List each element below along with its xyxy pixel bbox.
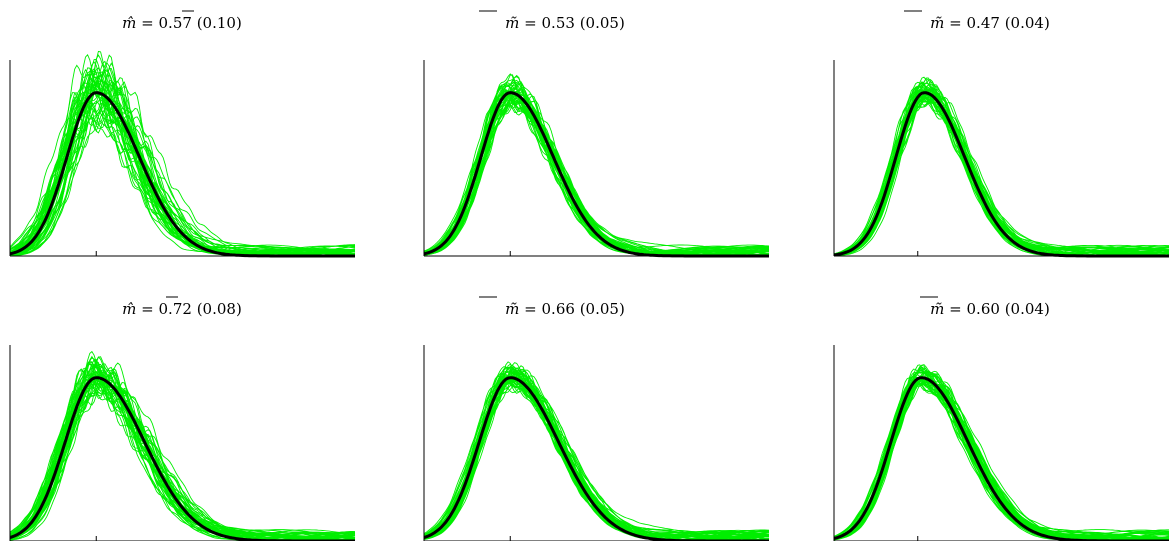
panel-2-title: m̃ = 0.53 (0.05)	[505, 14, 625, 32]
panel-4-replicate-curves	[9, 350, 356, 541]
panel-3: m̃ = 0.47 (0.04)	[833, 10, 1170, 258]
panel-1: m̂ = 0.57 (0.10)	[9, 10, 356, 258]
panel-2-replicate-curves	[423, 73, 770, 257]
panel-2: m̃ = 0.53 (0.05)	[423, 10, 770, 258]
panel-1-replicate-curves	[9, 50, 356, 257]
replicate-density-curve	[833, 81, 1170, 256]
panel-5-true-density-curve	[423, 376, 769, 541]
replicate-density-curve	[833, 89, 1170, 257]
replicate-density-curve	[833, 83, 1170, 256]
replicate-density-curve	[9, 87, 355, 257]
panel-4: m̂ = 0.72 (0.08)	[9, 296, 356, 541]
panel-1-title: m̂ = 0.57 (0.10)	[122, 14, 242, 32]
replicate-density-curve	[833, 364, 1170, 540]
panel-6: m̃ = 0.60 (0.04)	[833, 296, 1170, 541]
panel-4-true-density-curve	[9, 376, 355, 541]
replicate-density-curve	[9, 369, 356, 541]
panel-3-title: m̃ = 0.47 (0.04)	[930, 14, 1050, 32]
replicate-density-curve	[9, 98, 356, 257]
replicate-density-curve	[833, 364, 1170, 541]
replicate-density-curve	[423, 371, 770, 541]
replicate-density-curve	[833, 370, 1170, 541]
replicate-density-curve	[833, 377, 1170, 540]
panel-4-title: m̂ = 0.72 (0.08)	[122, 300, 242, 318]
panel-5: m̃ = 0.66 (0.05)	[423, 296, 770, 541]
panel-3-true-density-curve	[833, 91, 1169, 258]
replicate-density-curve	[423, 376, 769, 541]
panel-6-replicate-curves	[833, 364, 1170, 541]
panel-5-title: m̃ = 0.66 (0.05)	[505, 300, 625, 318]
panel-6-title: m̃ = 0.60 (0.04)	[930, 300, 1050, 318]
panel-6-true-density-curve	[833, 376, 1169, 541]
